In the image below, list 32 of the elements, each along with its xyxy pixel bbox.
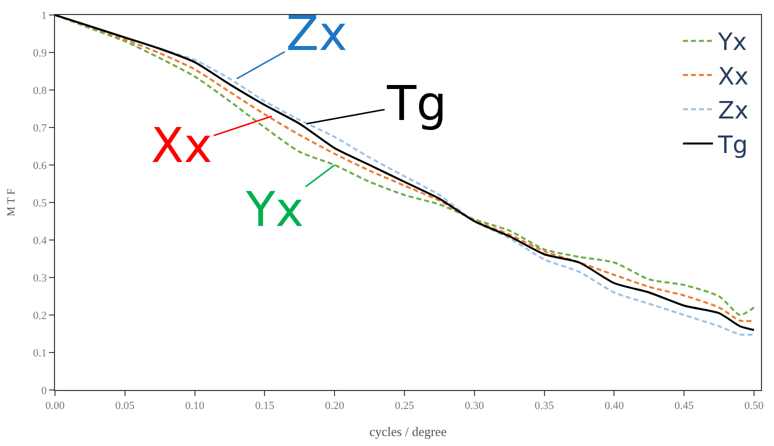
- y-tick-label: 0.6: [33, 160, 48, 172]
- y-tick-label: 0: [41, 384, 48, 397]
- y-tick-label: 0.1: [33, 347, 47, 360]
- x-tick-label: 0.50: [744, 400, 764, 412]
- annotation: Yx: [245, 182, 304, 238]
- x-tick-label: 0.35: [534, 400, 554, 412]
- annotation: Xx: [151, 118, 212, 174]
- x-tick-label: 0.20: [324, 400, 345, 412]
- y-tick-label: 0.7: [33, 122, 48, 134]
- x-tick-label: 0.40: [604, 400, 624, 412]
- legend-label: Xx: [718, 62, 749, 90]
- x-tick-label: 0.00: [45, 400, 66, 412]
- x-tick-label: 0.10: [185, 400, 205, 412]
- y-tick-label: 0.9: [33, 47, 48, 60]
- y-tick-label: 0.5: [33, 197, 48, 210]
- x-tick-label: 0.05: [115, 400, 136, 412]
- y-tick-label: 0.3: [33, 272, 48, 284]
- x-tick-label: 0.15: [255, 400, 275, 412]
- annotation: Zx: [286, 6, 348, 62]
- x-tick-label: 0.45: [674, 400, 694, 412]
- y-tick-label: 1: [41, 10, 47, 22]
- y-tick-label: 0.4: [33, 234, 48, 247]
- x-tick-label: 0.30: [464, 400, 485, 412]
- legend-label: Zx: [718, 96, 749, 125]
- annotation: Tg: [386, 76, 447, 132]
- y-axis-title: M T F: [6, 188, 18, 216]
- y-tick-label: 0.2: [33, 310, 47, 322]
- x-axis-title: cycles / degree: [369, 424, 447, 439]
- y-tick-label: 0.8: [33, 84, 48, 97]
- x-tick-label: 0.25: [394, 400, 415, 412]
- legend-label: Yx: [716, 28, 747, 56]
- legend-label: Tg: [716, 130, 748, 159]
